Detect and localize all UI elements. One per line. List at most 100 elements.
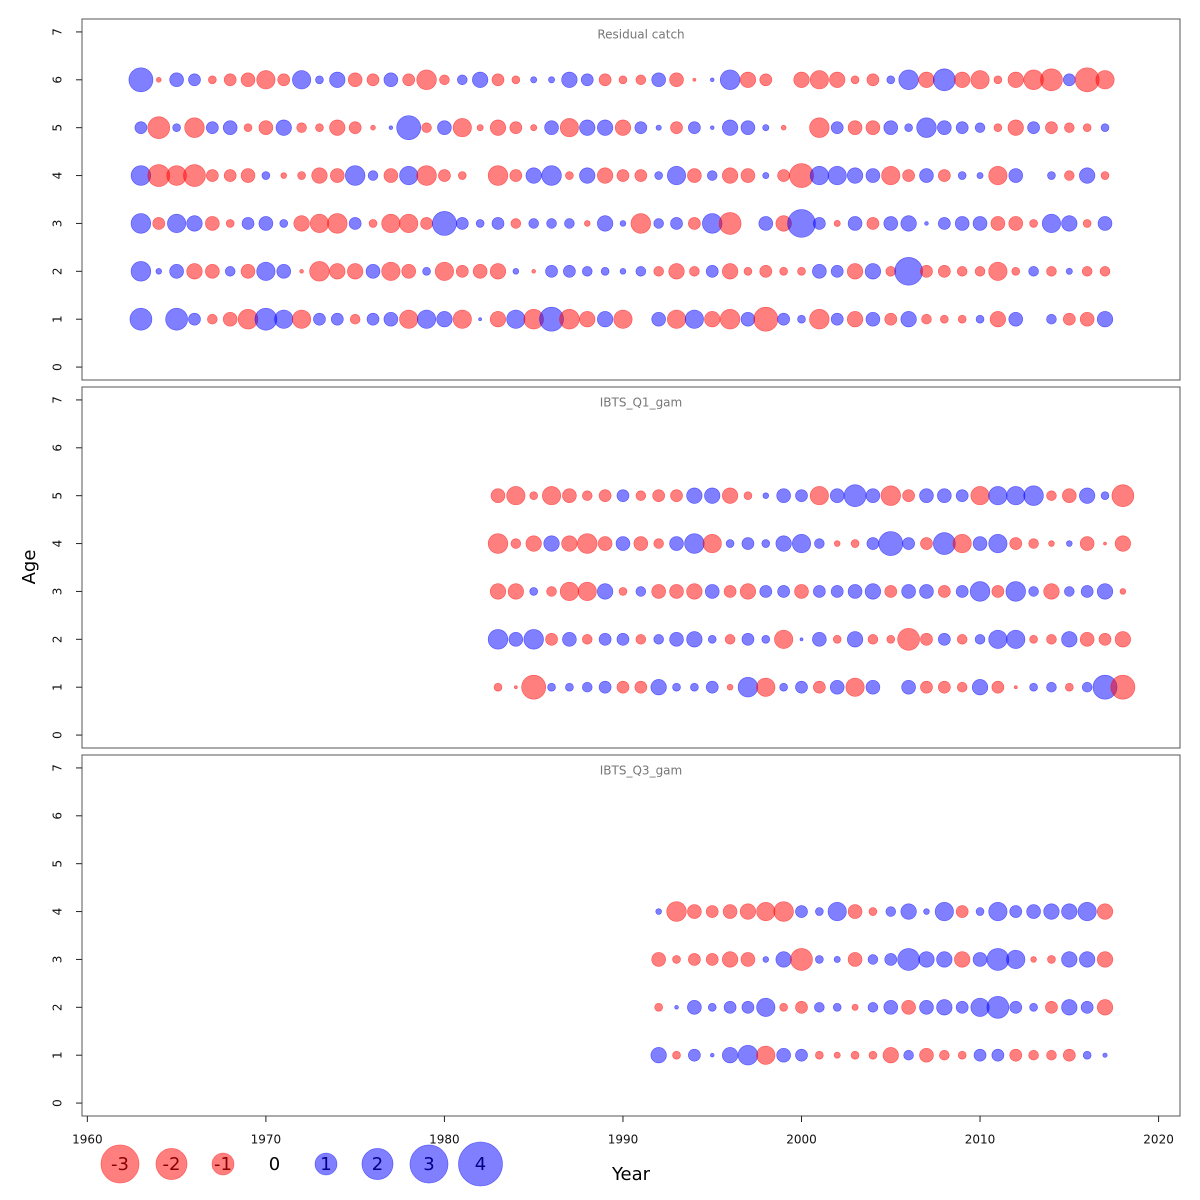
bubble — [759, 73, 773, 87]
bubble — [1028, 266, 1039, 277]
bubble — [833, 220, 841, 227]
bubble — [991, 585, 1005, 598]
bubble — [365, 264, 381, 279]
bubble — [1047, 955, 1056, 964]
bubble — [186, 263, 203, 280]
bubble — [531, 269, 536, 274]
bubble — [169, 264, 184, 279]
bubble — [705, 680, 719, 694]
bubble — [650, 679, 667, 696]
bubble — [579, 167, 596, 184]
bubble — [1082, 123, 1092, 132]
bubble — [597, 167, 614, 184]
bubble — [134, 121, 148, 135]
bubble — [147, 116, 171, 139]
bubble — [511, 75, 521, 85]
bubble — [330, 312, 344, 326]
bubble — [530, 76, 538, 84]
bubble — [383, 72, 399, 88]
bubble — [722, 1047, 739, 1064]
bubble — [653, 634, 664, 645]
bubble — [739, 903, 757, 920]
y-axis-label: Age — [19, 550, 40, 585]
bubble — [753, 306, 779, 332]
bubble — [208, 75, 217, 85]
bubble — [669, 72, 684, 88]
bubble — [956, 266, 968, 277]
bubble — [489, 311, 507, 328]
legend-label: 1 — [320, 1154, 331, 1175]
bubble — [756, 997, 776, 1017]
bubble — [577, 581, 597, 601]
bubble — [439, 74, 450, 86]
bubble — [487, 629, 509, 650]
bubble — [667, 166, 687, 186]
bubble — [723, 585, 737, 598]
bubble — [690, 682, 699, 692]
legend-label: 3 — [423, 1154, 434, 1175]
bubble — [737, 677, 759, 698]
bubble — [956, 634, 968, 645]
bubble — [472, 71, 489, 88]
bubble — [878, 531, 904, 556]
bubble — [1046, 266, 1057, 277]
bubble — [530, 124, 538, 132]
bubble — [562, 632, 577, 647]
bubble — [188, 73, 201, 87]
bubble — [920, 680, 933, 694]
bubble — [275, 119, 292, 136]
bubble — [740, 311, 756, 327]
bubble — [740, 952, 756, 967]
bubble — [654, 171, 663, 180]
bubble — [399, 166, 419, 186]
bubble — [846, 167, 864, 184]
bubble — [710, 77, 715, 83]
bubble — [478, 317, 482, 322]
bubble — [970, 70, 990, 90]
bubble — [205, 264, 220, 279]
y-tick-label: 5 — [51, 124, 65, 132]
bubble — [1009, 905, 1023, 918]
bubble — [740, 120, 756, 135]
bubble — [933, 68, 956, 92]
bubble — [923, 908, 930, 915]
bubble — [1064, 586, 1075, 597]
bubble — [815, 955, 824, 964]
bubble — [1029, 635, 1038, 644]
bubble — [741, 537, 755, 550]
bubble — [919, 1000, 934, 1015]
bubble — [1005, 581, 1026, 602]
bubble — [1100, 123, 1110, 132]
bubble — [1111, 484, 1135, 507]
legend-bubble — [100, 1144, 140, 1184]
bubble — [548, 76, 555, 84]
bubble — [1096, 311, 1114, 328]
bubble — [1095, 70, 1115, 90]
bubble — [710, 1052, 715, 1058]
bubble — [672, 1050, 681, 1060]
bubble — [1081, 681, 1093, 693]
bubble — [993, 75, 1003, 85]
legend-label: 2 — [372, 1154, 383, 1175]
bubble — [988, 486, 1008, 506]
bubble — [815, 1050, 824, 1060]
bubble — [525, 167, 542, 184]
bubble — [1082, 219, 1092, 228]
bubble — [525, 535, 542, 552]
bubble — [686, 487, 703, 504]
bubble — [934, 902, 954, 922]
bubble — [829, 71, 846, 88]
bubble — [547, 682, 556, 692]
bubble — [883, 120, 899, 135]
bubble — [775, 535, 792, 552]
y-tick-label: 2 — [51, 1003, 65, 1011]
bubble — [130, 213, 152, 234]
bubble — [1079, 311, 1095, 327]
bubble — [545, 632, 558, 646]
bubble — [955, 121, 969, 135]
bubble — [507, 583, 524, 600]
bubble — [884, 953, 898, 966]
bubble — [635, 634, 647, 645]
bubble — [274, 309, 294, 329]
bubble — [509, 121, 523, 135]
